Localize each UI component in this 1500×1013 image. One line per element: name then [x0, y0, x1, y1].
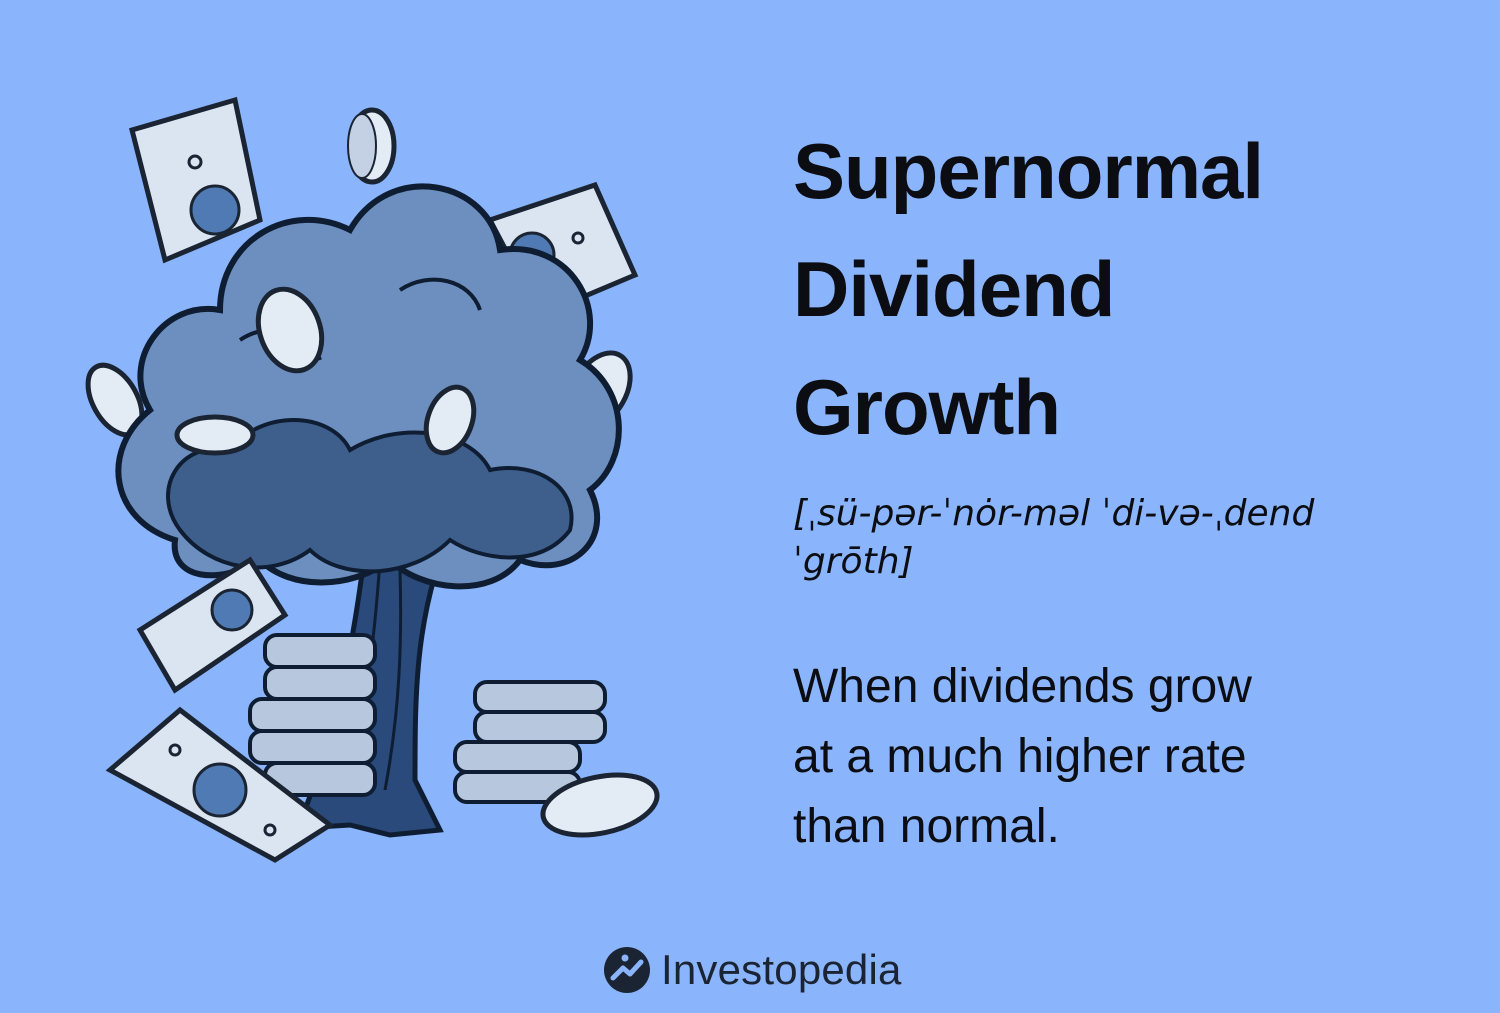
definition-line: than normal.: [793, 800, 1060, 853]
dollar-bill-icon: [105, 706, 335, 863]
investopedia-logo: Investopedia: [603, 940, 902, 1000]
definition-line: When dividends grow: [793, 660, 1252, 713]
term-title-line: Supernormal: [793, 127, 1264, 215]
coin-icon: [540, 772, 660, 838]
term-title-line: Growth: [793, 363, 1061, 451]
coin-icon: [423, 384, 477, 456]
term-title: Supernormal Dividend Growth: [793, 112, 1264, 466]
money-tree-illustration: [85, 96, 660, 863]
coin-icon: [174, 414, 256, 456]
dollar-bill-icon: [136, 556, 289, 694]
coin-icon: [347, 107, 397, 185]
coin-icon: [255, 286, 325, 374]
coin-stack-icon: [248, 633, 377, 797]
term-definition: When dividends grow at a much higher rat…: [793, 652, 1413, 862]
tree-foliage: [115, 183, 622, 590]
dollar-bill-icon: [128, 96, 263, 264]
term-pronunciation: [ˌsü-pər-ˈnȯr-məl ˈdi-və-ˌdend ˈgrōth]: [793, 493, 1315, 582]
brand-name: Investopedia: [661, 946, 902, 993]
definition-line: at a much higher rate: [793, 730, 1247, 783]
investopedia-logo-icon: [604, 947, 650, 993]
term-title-line: Dividend: [793, 245, 1115, 333]
